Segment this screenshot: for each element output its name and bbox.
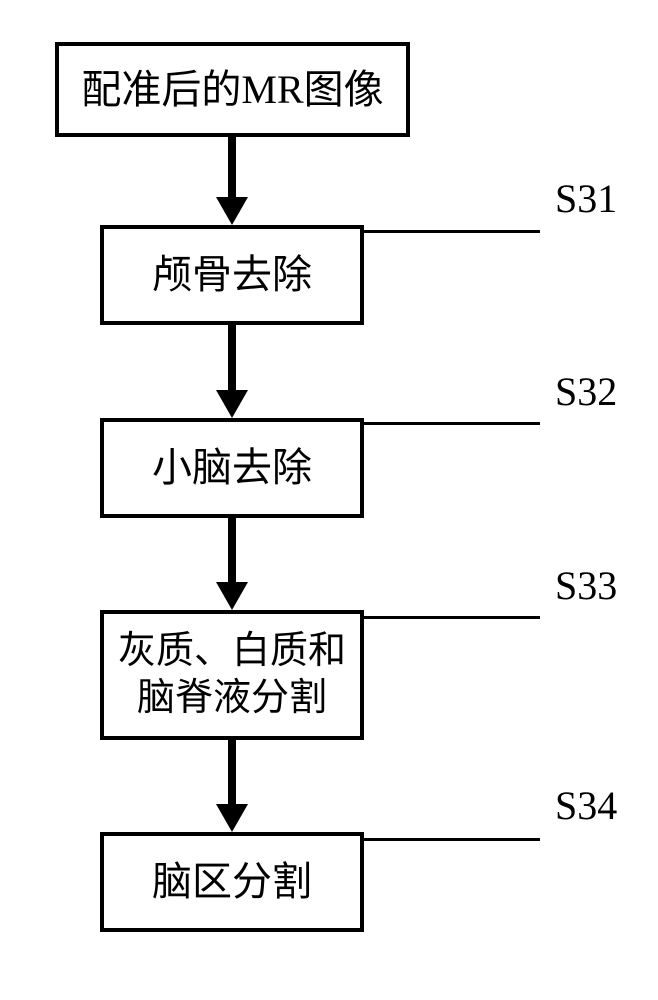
node-label: 小脑去除	[152, 443, 312, 493]
step-text: S34	[555, 783, 617, 828]
flow-node-s34: 脑区分割	[100, 832, 364, 932]
step-text: S32	[555, 369, 617, 414]
arrow-n2-n3	[216, 518, 248, 610]
node-label: 脑区分割	[152, 857, 312, 907]
step-label-s34: S34	[555, 782, 617, 829]
leader-s34	[364, 838, 540, 841]
flow-node-s32: 小脑去除	[100, 418, 364, 518]
step-label-s33: S33	[555, 562, 617, 609]
node-label: 灰质、白质和 脑脊液分割	[118, 628, 346, 723]
arrow-n0-n1	[216, 137, 248, 225]
arrow-n1-n2	[216, 325, 248, 418]
step-label-s32: S32	[555, 368, 617, 415]
arrow-n3-n4	[216, 740, 248, 832]
leader-s33	[364, 616, 540, 619]
node-label: 颅骨去除	[152, 250, 312, 300]
flow-node-s33: 灰质、白质和 脑脊液分割	[100, 610, 364, 740]
step-text: S31	[555, 176, 617, 221]
step-text: S33	[555, 563, 617, 608]
step-label-s31: S31	[555, 175, 617, 222]
leader-s31	[364, 230, 540, 233]
flow-node-s31: 颅骨去除	[100, 225, 364, 325]
flow-node-start: 配准后的MR图像	[55, 42, 410, 137]
node-label: 配准后的MR图像	[81, 65, 383, 115]
leader-s32	[364, 422, 540, 425]
